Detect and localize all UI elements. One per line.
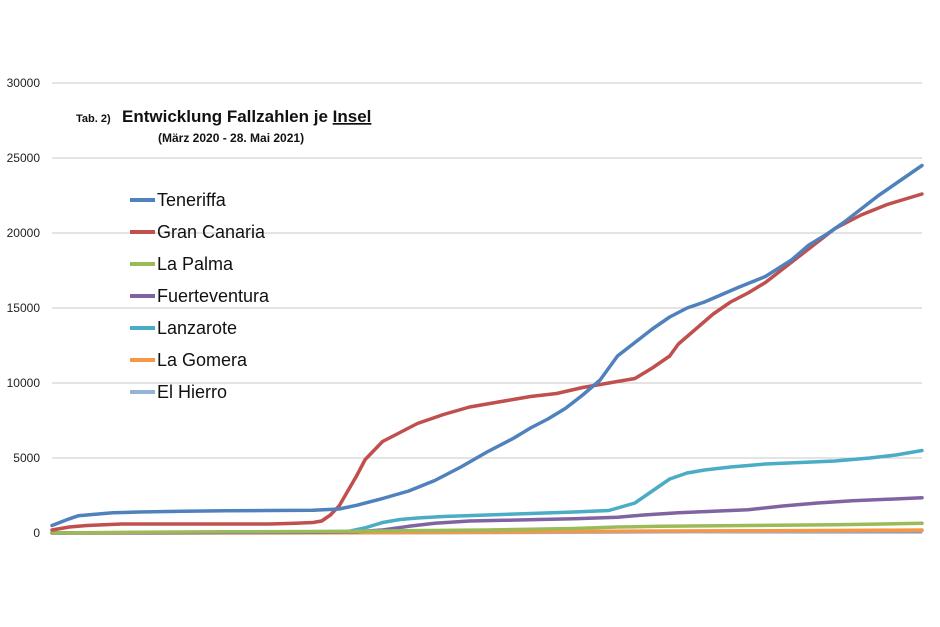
y-tick-label: 20000 (7, 226, 41, 240)
chart-title-underlined: Insel (333, 107, 372, 126)
series-lines (50, 163, 924, 535)
svg-text:Entwicklung Fallzahlen je Inse: Entwicklung Fallzahlen je Insel (122, 107, 371, 126)
legend-label: Gran Canaria (157, 222, 266, 242)
series-line-teneriffa (50, 163, 924, 528)
legend-label: La Palma (157, 254, 234, 274)
chart-subtitle: (März 2020 - 28. Mai 2021) (158, 131, 304, 145)
legend-label: El Hierro (157, 382, 227, 402)
y-tick-label: 30000 (7, 76, 41, 90)
y-tick-label: 25000 (7, 151, 41, 165)
legend-label: Teneriffa (157, 190, 227, 210)
y-axis-tick-labels: 0 5000 10000 15000 20000 25000 30000 (7, 76, 41, 540)
chart-title: Entwicklung Fallzahlen je (122, 107, 333, 126)
legend: Teneriffa Gran Canaria La Palma Fuerteventu… (130, 190, 270, 402)
y-tick-label: 10000 (7, 376, 41, 390)
y-tick-label: 15000 (7, 301, 41, 315)
series-line-la-palma (50, 521, 924, 535)
chart-title-prefix: Tab. 2) (76, 113, 111, 125)
series-line-gran-canaria (50, 192, 924, 532)
legend-label: Lanzarote (157, 318, 237, 338)
legend-label: La Gomera (157, 350, 248, 370)
legend-label: Fuerteventura (157, 286, 270, 306)
gridlines (52, 82, 922, 534)
y-tick-label: 5000 (13, 451, 40, 465)
y-tick-label: 0 (33, 526, 40, 540)
